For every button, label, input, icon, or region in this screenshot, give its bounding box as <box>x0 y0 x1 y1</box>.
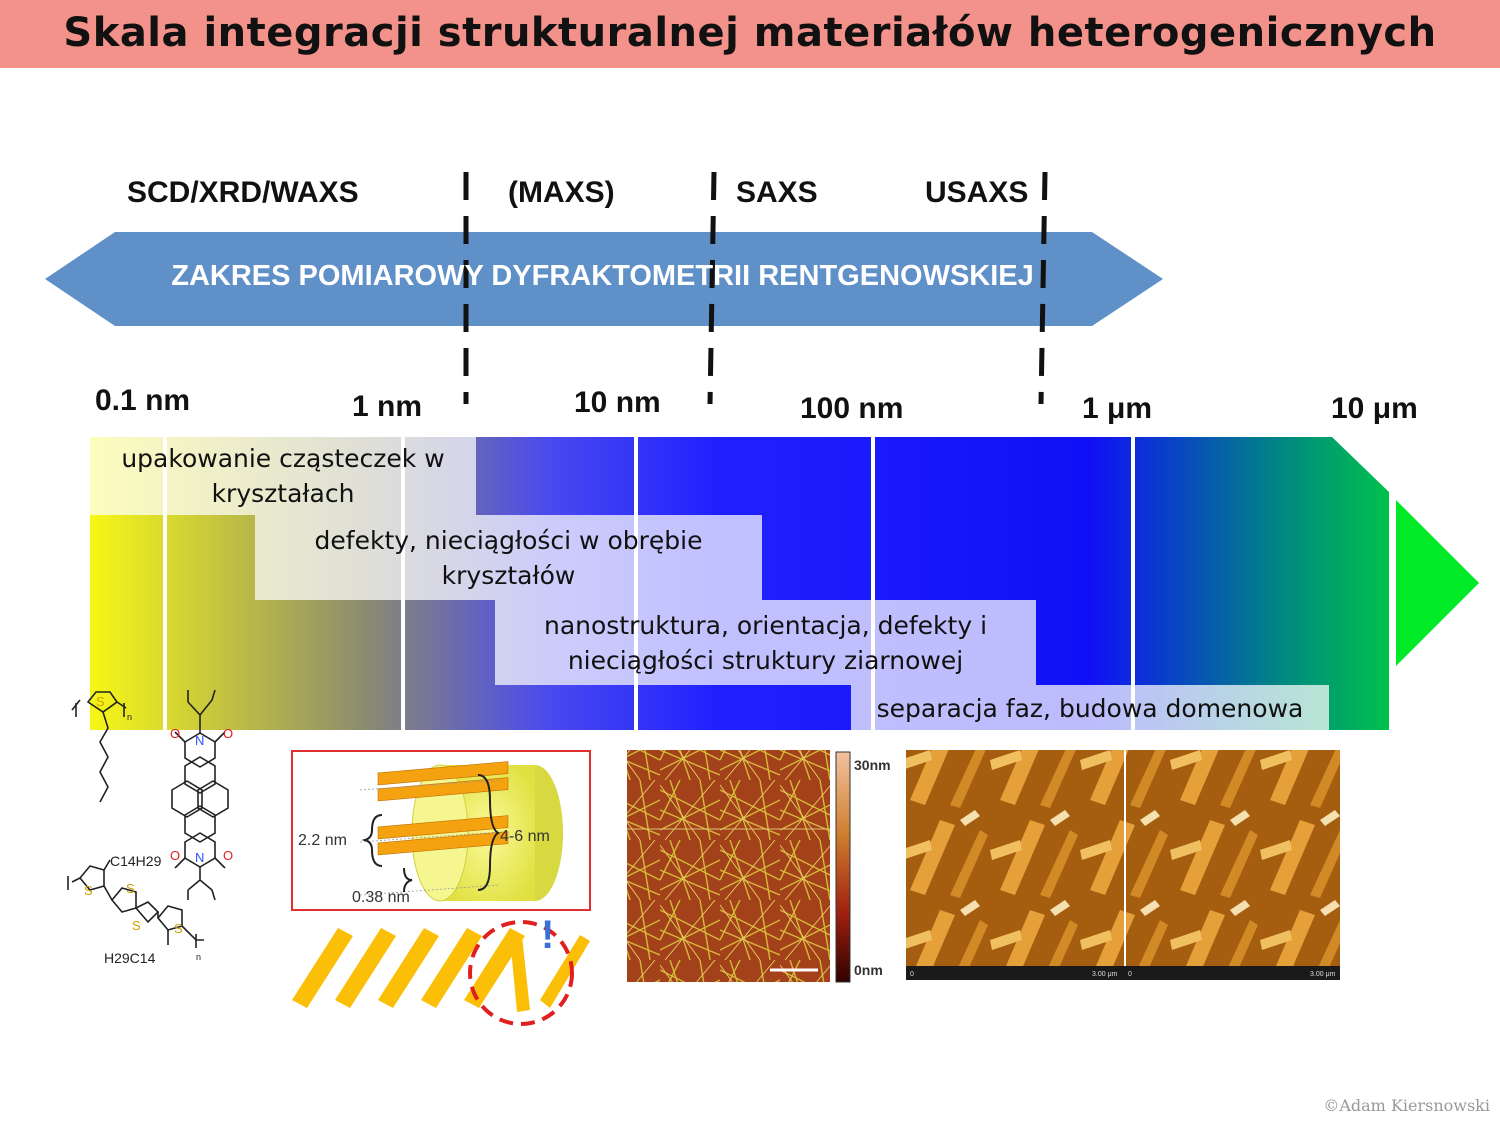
sub-n-2: n <box>196 952 201 962</box>
cylinder-model <box>359 761 563 902</box>
afm-axis-strip <box>906 966 1340 980</box>
sub-n: n <box>127 712 132 722</box>
s-atom-2: S <box>84 883 93 898</box>
copyright-notice: ©Adam Kiersnowski <box>1323 1096 1490 1115</box>
title-bar <box>0 0 1500 68</box>
s-atom: S <box>96 694 105 709</box>
defect-highlight-circle <box>468 920 574 1026</box>
afm-axis-start-2: 0 <box>1128 971 1132 978</box>
afm-fiber-image <box>627 750 830 982</box>
s-atom-4: S <box>132 918 141 933</box>
o-atom-3: O <box>170 848 180 863</box>
technique-maxs: (MAXS) <box>508 176 615 209</box>
measurement-range-label: ZAKRES POMIAROWY DYFRAKTOMETRII RENTGENO… <box>171 260 1034 292</box>
n-atom-top: N <box>195 733 204 748</box>
o-atom-4: O <box>223 848 233 863</box>
afm-scale-min: 0nm <box>854 962 883 978</box>
o-atom-1: O <box>170 726 180 741</box>
label-0-38-nm: 0.38 nm <box>352 889 410 906</box>
afm-axis-start-1: 0 <box>910 971 914 978</box>
model-labels: 2.2 nm 4-6 nm 0.38 nm <box>298 828 550 906</box>
afm-axis-end-1: 3.00 μm <box>1092 971 1118 978</box>
afm-crystal-image-left <box>906 750 1124 966</box>
misoriented-bar <box>510 936 530 1012</box>
scale-bar-tip <box>1396 500 1479 666</box>
chemical-structures <box>67 689 229 948</box>
scale-label-10-nm: 10 nm <box>574 386 661 419</box>
n-atom-bottom: N <box>195 850 204 865</box>
c14h29-label: C14H29 <box>110 853 162 869</box>
afm-scale-max: 30nm <box>854 757 891 773</box>
label-2-2-nm: 2.2 nm <box>298 832 347 849</box>
technique-scd-xrd-waxs: SCD/XRD/WAXS <box>127 176 359 209</box>
h29c14-label: H29C14 <box>104 950 156 966</box>
scale-label-0-1-nm: 0.1 nm <box>95 384 191 417</box>
label-4-6-nm: 4-6 nm <box>500 828 550 845</box>
feature-phase-separation: separacja faz, budowa domenowa <box>851 685 1329 730</box>
exclamation-mark: ! <box>541 913 554 957</box>
afm-crystal-image-right <box>1126 750 1340 966</box>
s-atom-3: S <box>126 881 135 896</box>
scale-label-1-nm: 1 nm <box>352 390 423 423</box>
feature-nanostructure: nanostruktura, orientacja, defekty i niec… <box>495 600 1036 685</box>
scale-label-100-nm: 100 nm <box>800 392 904 425</box>
technique-usaxs: USAXS <box>925 176 1029 209</box>
technique-separators <box>463 171 1048 405</box>
o-atom-2: O <box>223 726 233 741</box>
oriented-bars <box>292 928 590 1012</box>
measurement-range-arrow <box>45 232 1163 326</box>
feature-molecular-packing: upakowanie cząsteczek w kryształach <box>90 437 476 515</box>
chemistry-labels: S n N O O N O O S S S S C14H29 H29C14 n <box>84 694 233 966</box>
afm-axis-labels: 0 3.00 μm 0 3.00 μm <box>910 971 1336 978</box>
feature-crystal-defects: defekty, nieciągłości w obrębie kryształó… <box>255 515 762 600</box>
scale-label-1-um: 1 μm <box>1082 392 1153 425</box>
s-atom-5: S <box>174 921 183 936</box>
technique-saxs: SAXS <box>736 176 818 209</box>
afm-axis-end-2: 3.00 μm <box>1310 971 1336 978</box>
page-title: Skala integracji strukturalnej materiałó… <box>63 10 1437 56</box>
afm-color-scale <box>835 751 851 983</box>
scale-label-10-um: 10 μm <box>1331 392 1418 425</box>
